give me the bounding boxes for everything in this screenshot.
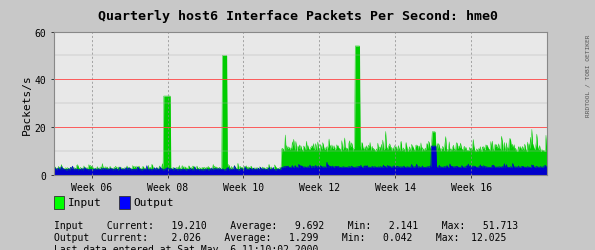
Text: Output  Current:    2.026    Average:   1.299    Min:   0.042    Max:  12.025: Output Current: 2.026 Average: 1.299 Min… [54, 232, 506, 242]
Text: RRDTOOL / TOBI OETIKER: RRDTOOL / TOBI OETIKER [586, 34, 591, 116]
Text: Last data entered at Sat May  6 11:10:02 2000.: Last data entered at Sat May 6 11:10:02 … [54, 244, 324, 250]
Text: Input: Input [68, 198, 102, 207]
Text: Input    Current:   19.210    Average:   9.692    Min:   2.141    Max:   51.713: Input Current: 19.210 Average: 9.692 Min… [54, 220, 518, 230]
Text: Quarterly host6 Interface Packets Per Second: hme0: Quarterly host6 Interface Packets Per Se… [98, 10, 497, 23]
Y-axis label: Packets/s: Packets/s [21, 74, 32, 134]
Text: Output: Output [133, 198, 174, 207]
